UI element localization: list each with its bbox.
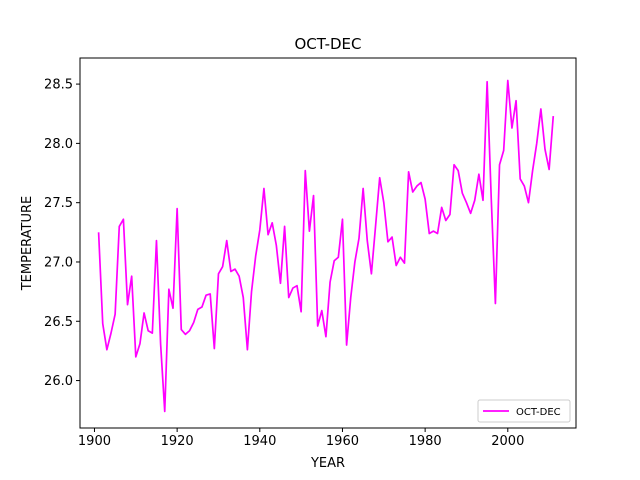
- y-tick-label: 26.5: [44, 315, 73, 330]
- legend-box: [477, 399, 571, 423]
- x-axis-ticks: 1900 1920 1940 1960 1980 2000: [78, 428, 524, 449]
- y-axis-ticks: 26.0 26.5 27.0 27.5 28.0 28.5: [44, 78, 80, 389]
- legend-label-oct-dec: OCT-DEC: [516, 407, 561, 418]
- x-tick-label: 1900: [78, 434, 111, 449]
- y-tick-label: 26.0: [44, 374, 73, 389]
- x-tick-label: 1980: [409, 434, 442, 449]
- plot-frame: [79, 57, 577, 429]
- y-tick-label: 28.5: [44, 78, 73, 93]
- y-tick-label: 27.0: [44, 255, 73, 270]
- chart-title: OCT-DEC: [295, 35, 362, 53]
- x-tick-label: 2000: [491, 434, 524, 449]
- x-axis-label: YEAR: [310, 456, 345, 471]
- legend: OCT-DEC: [477, 399, 571, 423]
- series-line-oct-dec: [97, 79, 555, 413]
- x-tick-label: 1920: [161, 434, 194, 449]
- y-tick-label: 28.0: [44, 137, 73, 152]
- y-axis-label: TEMPERATURE: [20, 196, 35, 292]
- plot-area: [80, 58, 576, 428]
- x-tick-label: 1940: [243, 434, 276, 449]
- y-tick-label: 27.5: [44, 196, 73, 211]
- x-tick-label: 1960: [326, 434, 359, 449]
